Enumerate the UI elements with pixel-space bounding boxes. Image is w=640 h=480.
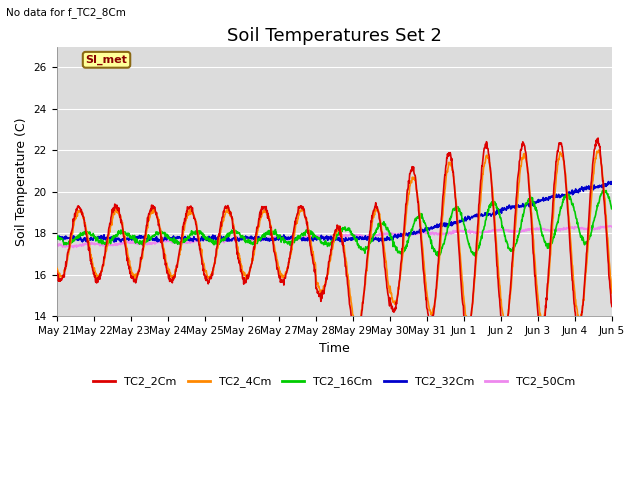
TC2_4Cm <box>238 269 246 275</box>
Text: No data for f_TC2_8Cm: No data for f_TC2_8Cm <box>6 7 126 18</box>
Line: TC2_50Cm: TC2_50Cm <box>56 226 612 248</box>
Line: TC2_2Cm: TC2_2Cm <box>56 138 612 338</box>
TC2_32Cm <box>421 227 429 233</box>
TC2_2Cm <box>52 268 60 274</box>
Y-axis label: Soil Temperature (C): Soil Temperature (C) <box>15 117 28 246</box>
TC2_2Cm <box>421 282 429 288</box>
TC2_16Cm <box>471 253 479 259</box>
TC2_16Cm <box>52 234 60 240</box>
Line: TC2_4Cm: TC2_4Cm <box>56 150 612 327</box>
TC2_2Cm <box>543 295 550 300</box>
TC2_50Cm <box>52 241 60 247</box>
TC2_4Cm <box>52 264 60 270</box>
TC2_32Cm <box>493 206 501 212</box>
TC2_16Cm <box>543 241 550 247</box>
Line: TC2_16Cm: TC2_16Cm <box>56 191 612 256</box>
TC2_2Cm <box>352 335 360 341</box>
TC2_32Cm <box>52 235 60 241</box>
TC2_16Cm <box>493 205 501 211</box>
TC2_50Cm <box>163 239 171 244</box>
TC2_50Cm <box>177 240 184 246</box>
TC2_50Cm <box>543 227 550 233</box>
TC2_4Cm <box>595 147 603 153</box>
TC2_4Cm <box>421 270 429 276</box>
TC2_2Cm <box>238 271 246 277</box>
TC2_50Cm <box>493 227 501 233</box>
TC2_50Cm <box>70 245 77 251</box>
TC2_4Cm <box>163 260 170 265</box>
TC2_16Cm <box>608 206 616 212</box>
TC2_32Cm <box>163 237 170 243</box>
Title: Soil Temperatures Set 2: Soil Temperatures Set 2 <box>227 27 442 45</box>
TC2_32Cm <box>608 181 616 187</box>
TC2_4Cm <box>352 324 360 330</box>
TC2_16Cm <box>238 234 246 240</box>
Line: TC2_32Cm: TC2_32Cm <box>56 181 612 242</box>
TC2_32Cm <box>543 195 550 201</box>
TC2_2Cm <box>493 264 501 270</box>
Legend: TC2_2Cm, TC2_4Cm, TC2_16Cm, TC2_32Cm, TC2_50Cm: TC2_2Cm, TC2_4Cm, TC2_16Cm, TC2_32Cm, TC… <box>88 372 580 392</box>
TC2_50Cm <box>421 229 429 235</box>
TC2_32Cm <box>238 237 246 242</box>
TC2_16Cm <box>163 232 170 238</box>
TC2_2Cm <box>608 304 616 310</box>
TC2_50Cm <box>239 235 246 241</box>
TC2_4Cm <box>493 251 501 257</box>
TC2_16Cm <box>176 241 184 247</box>
TC2_2Cm <box>163 265 170 271</box>
TC2_2Cm <box>594 135 602 141</box>
TC2_16Cm <box>420 220 428 226</box>
TC2_4Cm <box>608 290 616 296</box>
TC2_2Cm <box>176 245 184 251</box>
TC2_32Cm <box>607 179 615 184</box>
X-axis label: Time: Time <box>319 342 349 355</box>
TC2_32Cm <box>379 239 387 245</box>
Text: SI_met: SI_met <box>86 55 127 65</box>
TC2_50Cm <box>608 224 616 230</box>
TC2_50Cm <box>602 223 610 228</box>
TC2_16Cm <box>599 188 607 193</box>
TC2_4Cm <box>543 299 550 304</box>
TC2_32Cm <box>176 235 184 240</box>
TC2_4Cm <box>176 248 184 254</box>
